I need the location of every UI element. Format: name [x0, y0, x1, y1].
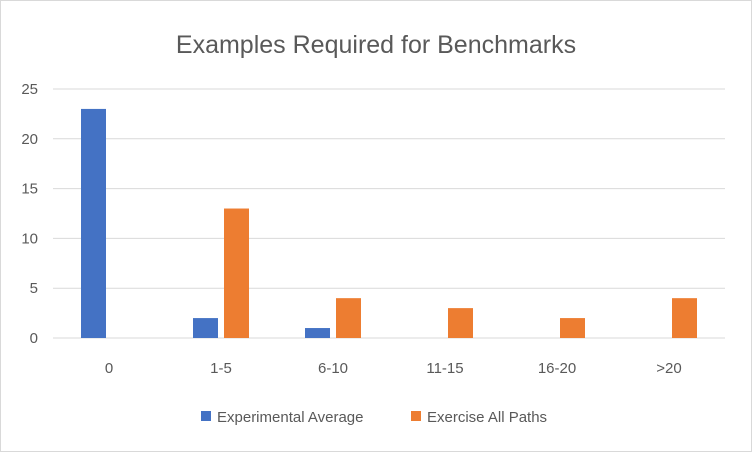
x-axis-ticks: 0 1-5 6-10 11-15 16-20 >20 [105, 360, 682, 377]
x-tick-label: >20 [656, 360, 681, 377]
legend: Experimental Average Exercise All Paths [201, 409, 547, 426]
bar-exercise-all-paths-2 [336, 298, 361, 338]
y-axis-ticks: 0 5 10 15 20 25 [21, 81, 38, 347]
gridlines [53, 88, 725, 339]
x-tick-label: 0 [105, 360, 113, 377]
bar-experimental-average-1 [193, 318, 218, 338]
x-tick-label: 1-5 [210, 360, 232, 377]
legend-swatch-exercise-all-paths [411, 411, 421, 421]
x-tick-label: 11-15 [426, 360, 463, 377]
bar-exercise-all-paths-1 [224, 208, 249, 338]
x-tick-label: 16-20 [538, 360, 576, 377]
bars [81, 108, 697, 338]
bar-experimental-average-0 [81, 108, 106, 338]
y-tick-label: 15 [21, 181, 38, 198]
bar-exercise-all-paths-3 [448, 308, 473, 338]
chart-title: Examples Required for Benchmarks [176, 31, 576, 59]
y-tick-label: 20 [21, 131, 38, 148]
legend-label-experimental-average: Experimental Average [217, 409, 363, 426]
bar-exercise-all-paths-4 [560, 318, 585, 338]
legend-label-exercise-all-paths: Exercise All Paths [427, 409, 547, 426]
y-tick-label: 10 [21, 230, 38, 247]
x-tick-label: 6-10 [318, 360, 348, 377]
y-tick-label: 0 [30, 330, 38, 347]
y-tick-label: 25 [21, 81, 38, 98]
bar-experimental-average-2 [305, 328, 330, 338]
legend-swatch-experimental-average [201, 411, 211, 421]
bar-exercise-all-paths-5 [672, 298, 697, 338]
y-tick-label: 5 [30, 280, 38, 297]
